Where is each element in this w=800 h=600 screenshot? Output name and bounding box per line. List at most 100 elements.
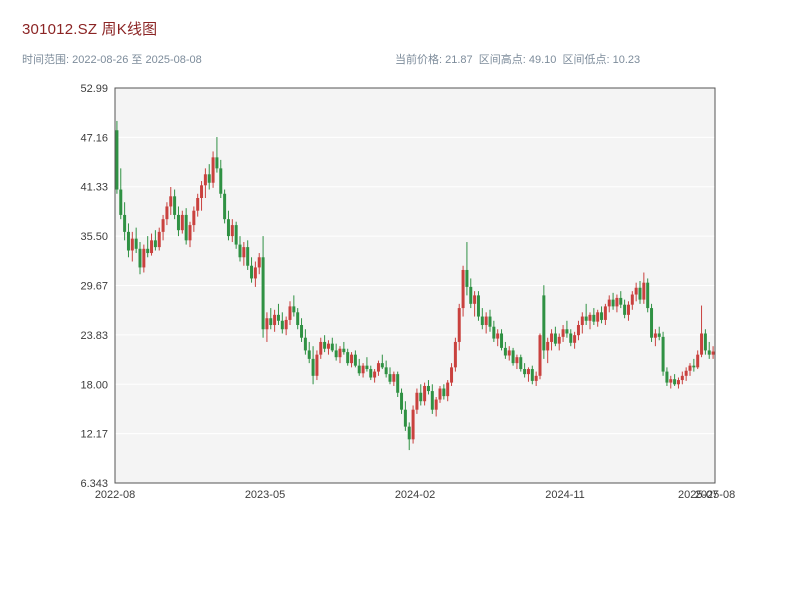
candle-body (615, 297, 619, 307)
candle-body (600, 312, 604, 320)
candle-body (392, 374, 396, 382)
candle-body (376, 363, 380, 372)
candle-body (230, 225, 234, 237)
candle-body (511, 350, 515, 364)
candle-body (326, 343, 330, 349)
candle-body (473, 295, 477, 304)
candle-body (238, 244, 242, 258)
candle-body (146, 248, 150, 254)
candle-body (192, 210, 196, 226)
candle-body (180, 214, 184, 231)
candle-body (323, 341, 327, 349)
candle-body (530, 369, 534, 381)
candle-body (253, 267, 257, 279)
candle-body (269, 318, 273, 326)
candle-body (138, 248, 142, 268)
candles-group (115, 120, 715, 451)
candle-body (226, 219, 230, 237)
candle-body (361, 365, 365, 374)
candle-body (665, 371, 669, 383)
candle-body (176, 214, 180, 231)
candle-body (696, 354, 700, 368)
candle-body (446, 382, 450, 397)
candle-body (565, 329, 569, 334)
candle-body (150, 240, 154, 254)
candle-body (242, 247, 246, 258)
candle-body (288, 306, 292, 320)
y-tick-label: 6.343 (80, 478, 108, 490)
price-stats-label: 当前价格: 21.87 区间高点: 49.10 区间低点: 10.23 (395, 54, 641, 66)
candle-body (461, 269, 465, 309)
candle-body (126, 231, 130, 251)
candle-body (330, 343, 334, 351)
candle-body (538, 335, 542, 376)
candle-body (592, 314, 596, 322)
candle-body (292, 306, 296, 313)
candle-body (711, 351, 715, 355)
candle-body (203, 174, 207, 186)
candle-body (419, 392, 423, 402)
candle-body (219, 168, 223, 194)
candle-body (634, 287, 638, 295)
candle-body (580, 316, 584, 326)
candle-body (396, 374, 400, 393)
candle-body (646, 282, 650, 309)
candle-body (250, 265, 254, 279)
candle-body (492, 326, 496, 339)
candle-body (676, 380, 680, 385)
candle-body (561, 329, 565, 337)
x-tick-label: 2025-07 (678, 489, 718, 501)
candle-body (661, 336, 665, 372)
candle-body (573, 335, 577, 343)
candle-body (496, 333, 500, 339)
candle-body (546, 341, 550, 351)
candle-body (684, 370, 688, 376)
candle-body (200, 185, 204, 198)
candle-body (165, 206, 169, 220)
candle-body (223, 193, 227, 220)
y-tick-label: 35.50 (80, 231, 108, 243)
x-tick-label: 2024-02 (395, 489, 435, 501)
candle-body (500, 333, 504, 348)
candle-body (576, 325, 580, 336)
candle-body (134, 238, 138, 249)
y-tick-label: 47.16 (80, 132, 108, 144)
y-tick-label: 29.67 (80, 280, 108, 292)
candle-body (119, 189, 123, 215)
candle-body (680, 375, 684, 381)
y-tick-label: 23.83 (80, 330, 108, 342)
candle-body (207, 174, 211, 183)
candle-body (234, 225, 238, 245)
candle-body (488, 316, 492, 327)
candle-body (342, 348, 346, 353)
candle-body (142, 248, 146, 268)
candle-body (457, 308, 461, 342)
plot-border (114, 87, 716, 484)
candle-body (403, 409, 407, 427)
y-axis-labels: 52.99 47.16 41.33 35.50 29.67 23.83 18.00 12.17… (80, 83, 108, 490)
candle-body (215, 157, 219, 169)
candle-body (130, 238, 134, 251)
candle-body (669, 379, 673, 383)
candle-body (261, 257, 265, 330)
candle-body (188, 225, 192, 241)
candle-body (526, 369, 530, 375)
candle-body (476, 295, 480, 317)
candle-body (653, 333, 657, 338)
y-tick-label: 52.99 (80, 83, 108, 95)
candle-body (503, 347, 507, 356)
candle-body (169, 196, 173, 207)
candle-body (638, 287, 642, 300)
candle-body (369, 369, 373, 378)
candle-body (515, 357, 519, 364)
candle-body (557, 336, 561, 344)
candle-body (623, 304, 627, 315)
candle-body (307, 350, 311, 359)
x-tick-label: 2023-05 (245, 489, 285, 501)
candle-body (311, 358, 315, 376)
candle-body (484, 316, 488, 326)
candle-body (450, 367, 454, 383)
candle-body (657, 333, 661, 337)
candle-body (280, 320, 284, 330)
